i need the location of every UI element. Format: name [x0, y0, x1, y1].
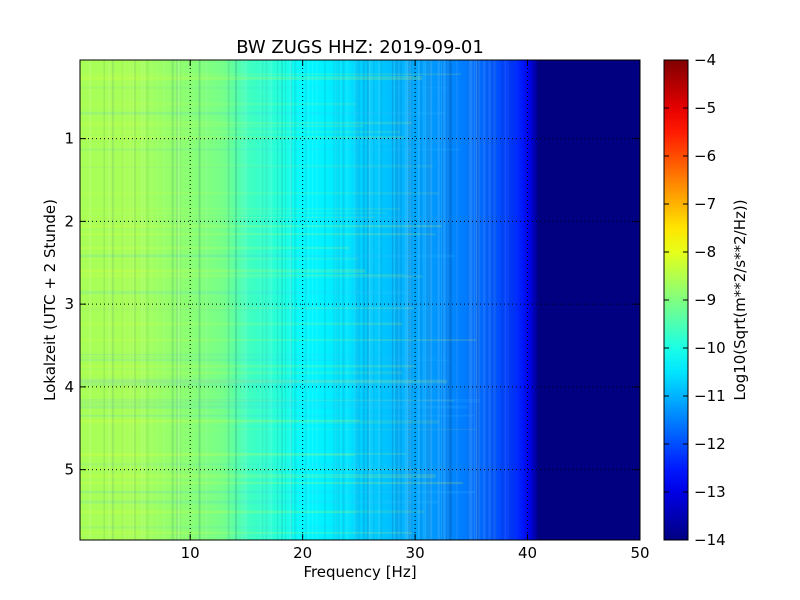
x-tick-label: 50 [630, 544, 649, 562]
colorbar-label: Log10(Sqrt(m**2/s**2/Hz)) [731, 199, 749, 400]
grid-lines [80, 60, 640, 540]
chart-title: BW ZUGS HHZ: 2019-09-01 [236, 37, 484, 58]
x-tick-label: 20 [293, 544, 312, 562]
spectrogram-image [80, 60, 640, 540]
colorbar-tick-label: −10 [694, 339, 726, 357]
colorbar-ticks: −4 −5 −6 −7 −8 −9 −10 −11 −12 −13 −14 [664, 51, 726, 549]
colorbar: −4 −5 −6 −7 −8 −9 −10 −11 −12 −13 −14 Log10(Sqrt(m… [663, 51, 749, 549]
colorbar-tick-label: −6 [694, 147, 716, 165]
y-tick-label: 2 [64, 212, 74, 230]
y-tick-label: 4 [64, 378, 74, 396]
colorbar-tick-label: −11 [694, 387, 726, 405]
x-tick-label: 40 [518, 544, 537, 562]
spectrogram-texture [80, 60, 528, 540]
colorbar-tick-label: −7 [694, 195, 716, 213]
x-axis-label: Frequency [Hz] [303, 563, 416, 581]
colorbar-tick-label: −12 [694, 435, 726, 453]
colorbar-tick-label: −14 [694, 531, 726, 549]
x-axis-ticks: 10 20 30 40 50 [181, 60, 650, 562]
colorbar-tick-label: −13 [694, 483, 726, 501]
colorbar-tick-label: −5 [694, 99, 716, 117]
y-tick-label: 5 [64, 461, 74, 479]
colorbar-tick-label: −4 [694, 51, 716, 69]
y-tick-label: 3 [64, 295, 74, 313]
plot-area: 10 20 30 40 50 1 2 3 4 5 [64, 59, 650, 562]
x-tick-label: 10 [181, 544, 200, 562]
y-tick-label: 1 [64, 130, 74, 148]
y-axis-ticks: 1 2 3 4 5 [64, 130, 640, 479]
y-axis-label: Lokalzeit (UTC + 2 Stunde) [41, 199, 59, 401]
colorbar-tick-label: −9 [694, 291, 716, 309]
x-tick-label: 30 [406, 544, 425, 562]
colorbar-tick-label: −8 [694, 243, 716, 261]
plot-frame [79, 59, 641, 541]
